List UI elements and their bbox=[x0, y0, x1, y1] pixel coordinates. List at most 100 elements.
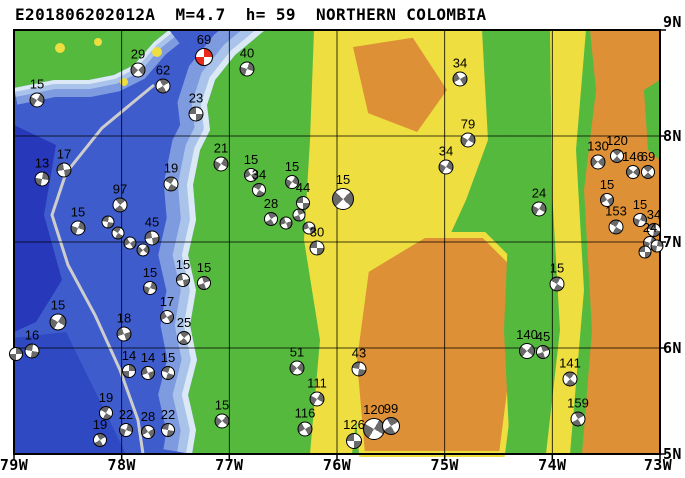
beachball-icon bbox=[252, 183, 266, 197]
beachball-icon bbox=[438, 159, 454, 175]
beachball-icon bbox=[600, 193, 614, 207]
seismic-event: 15 bbox=[244, 152, 258, 182]
seismic-event: 19 bbox=[99, 390, 113, 420]
beachball-icon bbox=[608, 219, 624, 235]
depth-label: 99 bbox=[383, 400, 399, 416]
beachball-icon bbox=[24, 343, 40, 359]
depth-label: 116 bbox=[294, 405, 316, 421]
seismic-event: 13 bbox=[34, 155, 50, 187]
beachball-icon bbox=[332, 188, 354, 210]
beachball-icon bbox=[155, 78, 171, 94]
depth-label: 15 bbox=[160, 349, 176, 365]
beachball-icon bbox=[244, 168, 258, 182]
beachball-icon bbox=[130, 62, 146, 78]
beachball-icon bbox=[112, 197, 128, 213]
depth-label: 21 bbox=[213, 140, 229, 156]
depth-label: 79 bbox=[460, 116, 476, 132]
seismic-event: 69 bbox=[641, 149, 655, 179]
depth-label: 15 bbox=[214, 397, 230, 413]
depth-label: 141 bbox=[559, 355, 581, 371]
depth-label: 34 bbox=[251, 166, 267, 182]
depth-label: 34 bbox=[452, 55, 468, 71]
beachball-icon bbox=[101, 215, 115, 229]
seismic-event: 17 bbox=[160, 294, 174, 324]
lon-label-74w: 74W bbox=[538, 456, 567, 474]
seismic-event: 116 bbox=[295, 405, 315, 437]
beachball-icon bbox=[638, 245, 652, 259]
depth-label: 97 bbox=[112, 181, 128, 197]
seismic-event: 19 bbox=[93, 417, 107, 447]
valley-strip bbox=[504, 70, 544, 454]
beachball-icon bbox=[163, 176, 179, 192]
depth-label: 15 bbox=[335, 171, 351, 187]
seismic-event: 28 bbox=[141, 409, 155, 439]
beachball-icon bbox=[650, 239, 664, 253]
beachball-icon bbox=[285, 175, 299, 189]
beachball-icon bbox=[123, 236, 137, 250]
beachball-icon bbox=[382, 417, 400, 435]
beachball-icon bbox=[519, 343, 535, 359]
lon-label-75w: 75W bbox=[430, 456, 459, 474]
beachball-icon bbox=[29, 92, 45, 108]
beachball-icon bbox=[141, 366, 155, 380]
depth-label: 15 bbox=[29, 76, 45, 92]
map-area bbox=[13, 29, 666, 460]
beachball-icon bbox=[610, 149, 624, 163]
beachball-icon bbox=[302, 221, 316, 235]
beachball-icon bbox=[626, 165, 640, 179]
depth-label: 14 bbox=[121, 347, 137, 363]
depth-label: 69 bbox=[640, 148, 656, 164]
depth-label: 15 bbox=[50, 297, 66, 313]
depth-label: 43 bbox=[351, 345, 367, 361]
seismic-event: 141 bbox=[559, 355, 581, 387]
seismic-event: 21 bbox=[213, 140, 229, 172]
seismic-event: 16 bbox=[24, 327, 40, 359]
depth-label: 146 bbox=[622, 148, 644, 164]
seismic-event: 159 bbox=[567, 395, 589, 427]
depth-label: 30 bbox=[309, 224, 325, 240]
seismic-event bbox=[292, 208, 306, 222]
beachball-icon bbox=[633, 213, 647, 227]
beachball-icon bbox=[111, 226, 125, 240]
seismic-event: 99 bbox=[382, 401, 400, 435]
beachball-icon bbox=[136, 243, 150, 257]
land-highland-north bbox=[346, 32, 454, 139]
depth-label: 19 bbox=[163, 160, 179, 176]
beachball-icon bbox=[161, 423, 175, 437]
beachball-icon bbox=[297, 421, 313, 437]
ocean-deep-southwest bbox=[14, 332, 126, 454]
beachball-icon bbox=[122, 364, 136, 378]
seismic-event: 69 bbox=[195, 32, 213, 66]
beachball-icon bbox=[188, 106, 204, 122]
seismic-event: 15 bbox=[49, 297, 67, 331]
seismic-event: 15 bbox=[70, 204, 86, 236]
lon-label-77w: 77W bbox=[215, 456, 244, 474]
beachball-icon bbox=[641, 165, 655, 179]
figure-title: E201806202012A M=4.7 h= 59 NORTHERN COLO… bbox=[15, 5, 487, 24]
seismic-event bbox=[279, 216, 293, 230]
beachball-icon bbox=[452, 71, 468, 87]
beachball-icon bbox=[562, 371, 578, 387]
graticule bbox=[14, 30, 660, 454]
seismic-event: 23 bbox=[188, 90, 204, 122]
beachball-icon bbox=[141, 425, 155, 439]
seismic-event: 51 bbox=[289, 344, 305, 376]
beachball-icon bbox=[176, 273, 190, 287]
depth-label: 120 bbox=[363, 401, 385, 417]
beachball-icon bbox=[279, 216, 293, 230]
beachball-icon bbox=[56, 162, 72, 178]
depth-label: 51 bbox=[289, 344, 305, 360]
beachball-icon bbox=[289, 360, 305, 376]
depth-label: 153 bbox=[605, 203, 627, 219]
seismic-event: 22 bbox=[119, 407, 133, 437]
depth-label: 40 bbox=[239, 45, 255, 61]
beachball-icon bbox=[161, 366, 175, 380]
beachball-icon bbox=[213, 156, 229, 172]
lat-label-6n: 6N bbox=[663, 339, 682, 357]
depth-label: 23 bbox=[188, 90, 204, 106]
beachball-icon bbox=[536, 345, 550, 359]
beachball-icon bbox=[309, 391, 325, 407]
depth-label: 62 bbox=[155, 62, 171, 78]
depth-label: 24 bbox=[642, 219, 658, 235]
